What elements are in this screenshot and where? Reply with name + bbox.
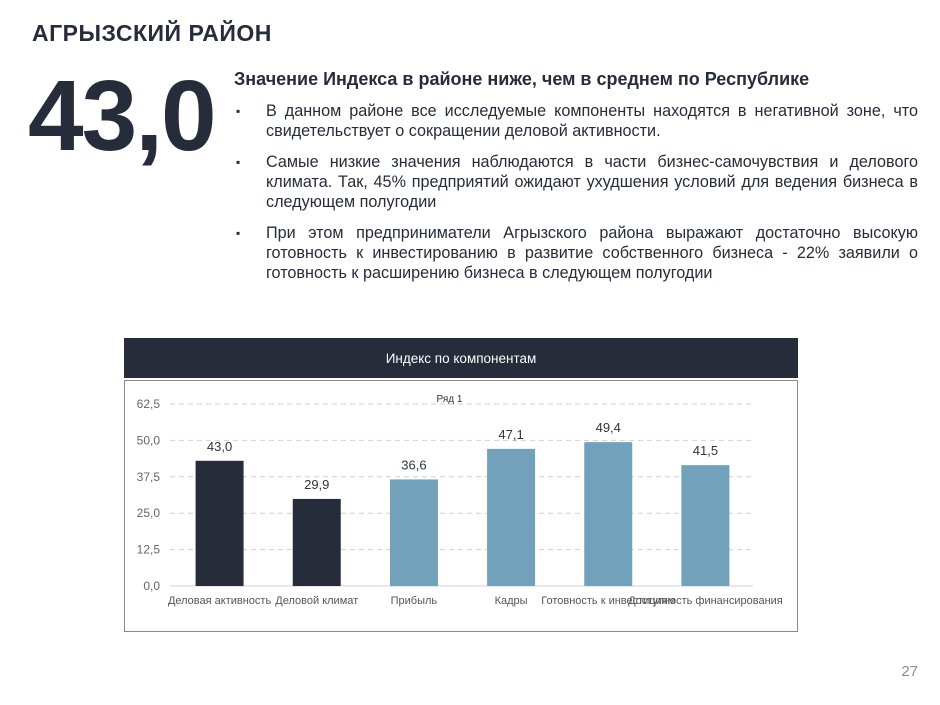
bar — [681, 465, 730, 586]
y-tick-label: 62,5 — [137, 397, 161, 411]
bullet-list: ▪ В данном районе все исследуемые компон… — [236, 101, 918, 294]
data-label: 47,1 — [498, 427, 523, 442]
x-tick-label: Деловая активность — [168, 595, 272, 607]
chart-title: Индекс по компонентам — [124, 338, 798, 378]
data-label: 29,9 — [304, 477, 329, 492]
bullet-text: При этом предприниматели Агрызского райо… — [266, 224, 918, 282]
x-tick-label: Деловой климат — [275, 595, 358, 607]
bullet-marker-icon: ▪ — [236, 226, 241, 240]
y-tick-label: 37,5 — [137, 470, 161, 484]
bar-chart: 0,0 12,5 25,0 37,5 50,0 62,5 Ряд 1 43,0 Деловая … — [137, 394, 783, 607]
y-tick-label: 25,0 — [137, 506, 161, 520]
bullet-item: ▪ Самые низкие значения наблюдаются в ча… — [236, 152, 918, 212]
chart-frame: 0,0 12,5 25,0 37,5 50,0 62,5 Ряд 1 43,0 Деловая … — [124, 380, 798, 632]
y-tick-label: 50,0 — [137, 433, 161, 447]
bullet-item: ▪ В данном районе все исследуемые компон… — [236, 101, 918, 141]
bullet-marker-icon: ▪ — [236, 104, 241, 118]
bar — [292, 498, 341, 586]
bullet-item: ▪ При этом предприниматели Агрызского ра… — [236, 223, 918, 283]
legend-label: Ряд 1 — [437, 394, 463, 405]
x-tick-label: Доступность финансирования — [628, 595, 783, 607]
bar — [584, 442, 633, 586]
x-tick-label: Готовность к инвестициям — [541, 595, 675, 607]
y-tick-label: 12,5 — [137, 543, 161, 557]
index-value: 43,0 — [28, 60, 217, 172]
bullet-text: В данном районе все исследуемые компонен… — [266, 102, 918, 140]
data-label: 49,4 — [596, 420, 621, 435]
x-tick-label: Прибыль — [391, 595, 438, 607]
page-number: 27 — [901, 663, 918, 680]
bullet-text: Самые низкие значения наблюдаются в част… — [266, 153, 918, 211]
data-label: 41,5 — [693, 443, 718, 458]
headline: Значение Индекса в районе ниже, чем в ср… — [234, 69, 810, 89]
bar — [195, 460, 244, 586]
x-tick-label: Кадры — [495, 595, 528, 607]
data-label: 36,6 — [401, 457, 426, 472]
page-title: АГРЫЗСКИЙ РАЙОН — [32, 20, 272, 46]
bullet-marker-icon: ▪ — [236, 155, 241, 169]
bar — [389, 479, 438, 586]
bar — [487, 448, 536, 586]
data-label: 43,0 — [207, 439, 232, 454]
y-tick-label: 0,0 — [143, 579, 160, 593]
